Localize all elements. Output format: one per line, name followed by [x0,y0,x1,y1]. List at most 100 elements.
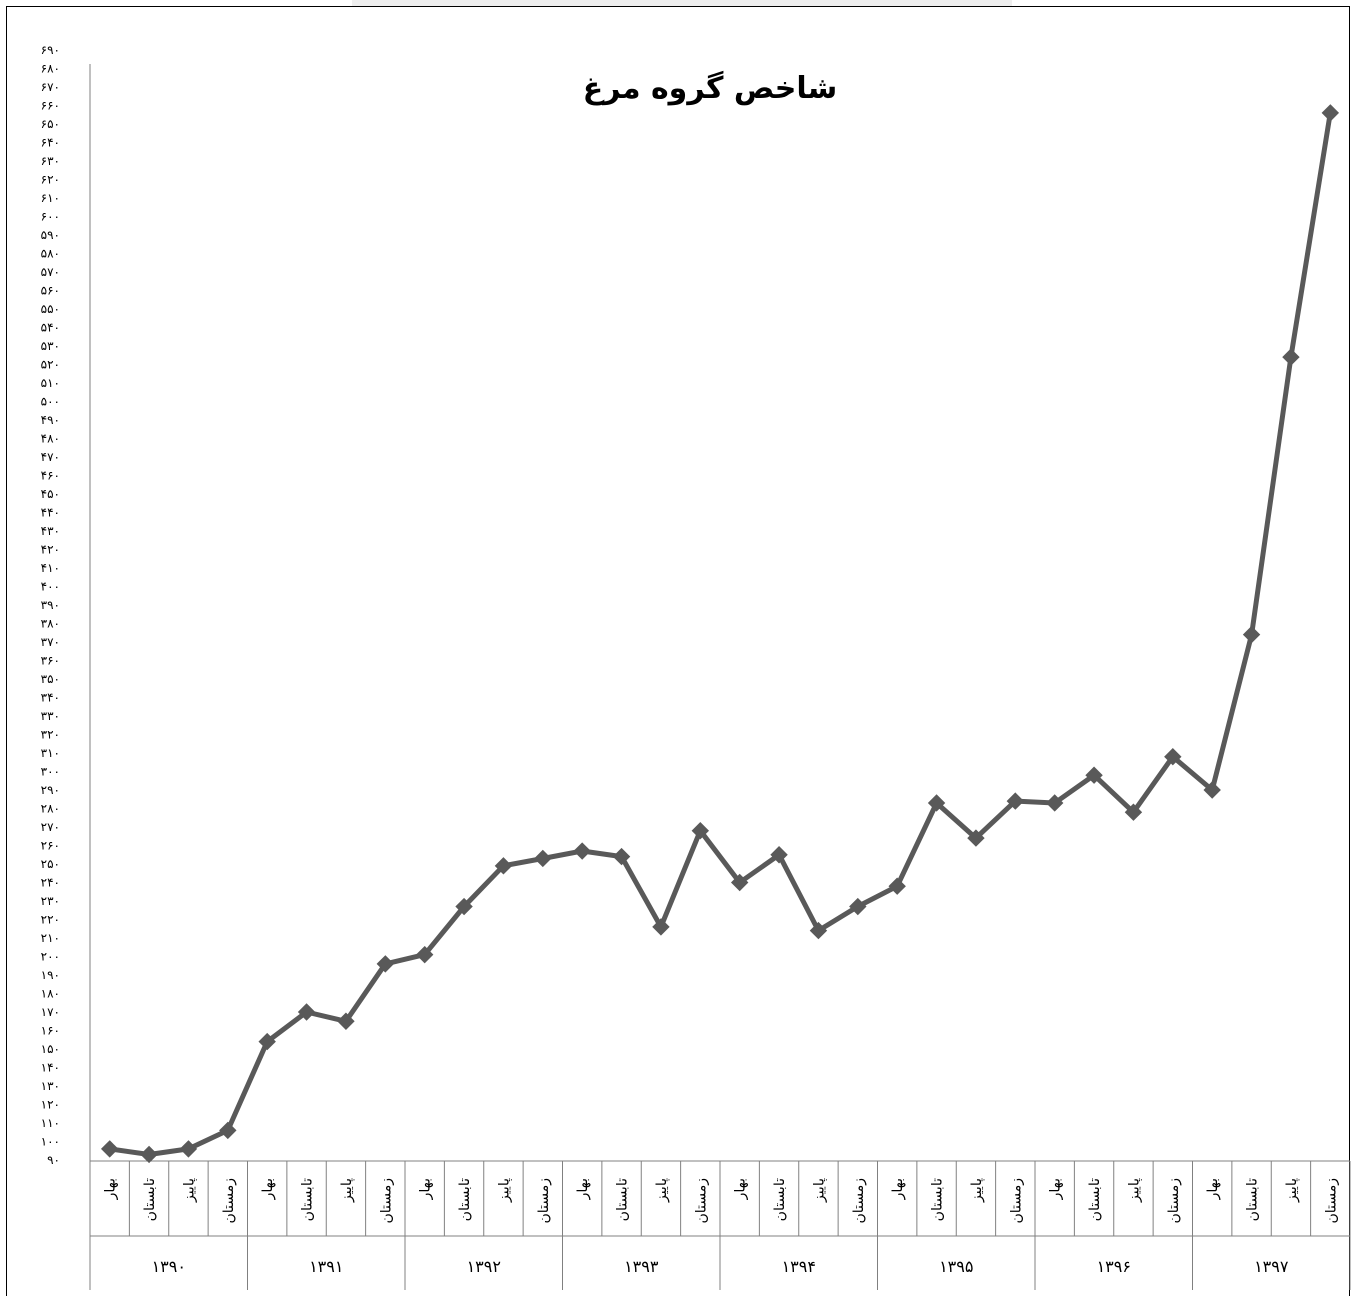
data-point-marker [100,1140,119,1158]
data-point-marker [730,873,749,892]
x-tick-label-season: تابستان [142,1178,158,1221]
x-tick-label-season: تابستان [1245,1178,1261,1221]
y-tick-label: ۳۸۰ [41,617,60,631]
x-tick-label-season: زمستان [851,1178,867,1224]
x-tick-label-year: ۱۳۹۳ [624,1257,659,1276]
x-tick-label-season: پاییز [969,1178,985,1203]
data-point-marker [573,842,591,860]
y-tick-label: ۶۷۰ [41,80,60,94]
y-tick-label: ۶۵۰ [41,117,60,131]
x-axis: بهار تابستان پاییز زمستان بهار تابستان پاییز زم… [89,1160,1351,1290]
data-point-marker [1321,104,1340,122]
x-tick-label-season: تابستان [772,1178,788,1221]
x-tick-label-season: زمستان [221,1178,237,1224]
x-tick-label-season: زمستان [378,1178,394,1224]
y-tick-label: ۱۵۰ [41,1042,60,1056]
chart-title: شاخص گروه مرغ [583,70,837,106]
x-tick-label-season: زمستان [1008,1178,1024,1224]
y-tick-label: ۳۶۰ [41,654,60,668]
y-tick-label: ۶۱۰ [41,191,60,205]
y-tick-label: ۶۶۰ [41,99,60,113]
y-tick-label: ۶۴۰ [41,136,60,150]
y-tick-label: ۵۲۰ [41,358,60,372]
y-tick-label: ۵۳۰ [41,339,60,353]
series-line-group [100,104,1340,1164]
y-tick-label: ۵۹۰ [41,228,60,242]
data-point-marker [967,829,985,847]
x-tick-label-season: پاییز [496,1178,512,1203]
data-point-marker [888,877,906,895]
x-tick-label-season: بهار [890,1178,906,1200]
x-tick-label-season: بهار [575,1178,591,1200]
y-tick-label: ۴۴۰ [41,506,60,520]
y-tick-label: ۲۷۰ [41,820,60,834]
y-tick-label: ۳۹۰ [41,598,60,612]
y-tick-label: ۵۸۰ [41,247,60,261]
y-tick-label: ۲۲۰ [41,913,60,927]
y-tick-label: ۲۰۰ [41,950,60,964]
x-tick-label-season: پاییز [181,1178,197,1203]
data-point-marker [494,857,513,875]
y-tick-label: ۲۱۰ [41,931,60,945]
y-tick-label: ۲۹۰ [41,783,60,797]
y-tick-label: ۱۷۰ [41,1005,60,1019]
series-line [107,110,1333,1157]
y-tick-label: ۶۳۰ [41,154,60,168]
y-tick-label: ۱۶۰ [41,1024,60,1038]
y-tick-label: ۶۹۰ [41,43,60,57]
y-tick-label: ۲۴۰ [41,876,60,890]
x-tick-label-season: بهار [260,1178,276,1200]
x-tick-label-season: پاییز [1284,1178,1300,1203]
data-point-marker [415,945,434,964]
y-axis: ۹۰ ۱۰۰ ۱۱۰ ۱۲۰ ۱۳۰ ۱۴۰ ۱۵۰ ۱۶۰ ۱۷۰ ۱۸۰ ۱۹۰ ۲۰۰ ۲۱۰ ۲۲… [41,43,91,1167]
data-point-marker [376,955,395,973]
x-tick-label-season: پاییز [811,1178,827,1203]
x-tick-label-season: پاییز [339,1178,355,1203]
data-point-marker [809,921,828,940]
x-tick-label-year: ۱۳۹۵ [939,1257,973,1276]
y-tick-label: ۳۵۰ [41,672,60,686]
x-tick-label-season: زمستان [536,1178,552,1224]
data-point-marker [337,1012,355,1030]
y-tick-label: ۳۷۰ [41,635,60,649]
data-point-marker [1203,781,1221,799]
data-point-marker [849,897,867,916]
x-tick-label-year: ۱۳۹۲ [467,1257,501,1276]
y-tick-label: ۹۰ [47,1153,60,1167]
y-tick-label: ۴۹۰ [41,413,60,427]
y-tick-label: ۳۱۰ [41,746,60,760]
y-tick-label: ۴۱۰ [41,561,60,575]
y-tick-label: ۱۲۰ [41,1098,60,1112]
y-tick-label: ۵۶۰ [41,284,60,298]
y-tick-label: ۱۸۰ [41,987,60,1001]
x-tick-label-season: پاییز [1126,1178,1142,1203]
x-tick-label-season: پاییز [654,1178,670,1203]
y-tick-label: ۲۸۰ [41,802,60,816]
x-tick-label-season: بهار [1205,1178,1221,1200]
x-tick-label-season: بهار [418,1178,434,1200]
y-tick-label: ۲۳۰ [41,894,60,908]
x-tick-label-season: زمستان [693,1178,709,1224]
x-tick-label-year: ۱۳۹۱ [309,1257,343,1276]
y-tick-label: ۶۸۰ [41,62,60,76]
x-tick-label-year: ۱۳۹۴ [782,1257,816,1276]
data-point-marker [1282,348,1300,366]
x-tick-label-year: ۱۳۹۷ [1254,1257,1289,1276]
data-point-marker [652,918,670,936]
data-point-marker [1045,794,1064,812]
x-tick-label-season: بهار [1048,1178,1064,1200]
data-point-marker [1164,747,1182,766]
x-tick-label-year: ۱۳۹۶ [1097,1257,1131,1276]
x-tick-label-season: تابستان [457,1178,473,1221]
y-tick-label: ۳۰۰ [41,765,60,779]
data-point-marker [140,1145,158,1164]
y-tick-label: ۴۶۰ [41,469,60,483]
y-tick-label: ۵۴۰ [41,321,60,335]
y-tick-label: ۳۴۰ [41,691,60,705]
y-tick-label: ۵۵۰ [41,302,60,316]
data-point-marker [455,897,473,916]
y-tick-label: ۱۳۰ [41,1079,60,1093]
top-strip [352,0,1012,6]
y-tick-label: ۲۶۰ [41,839,60,853]
